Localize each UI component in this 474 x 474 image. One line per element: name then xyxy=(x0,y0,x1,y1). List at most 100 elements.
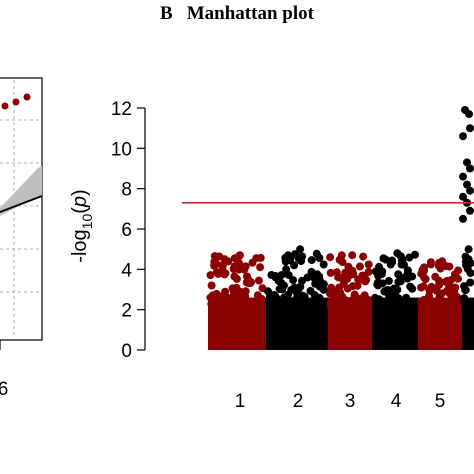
snp-point xyxy=(394,278,403,286)
left-point xyxy=(12,98,20,106)
snp-point xyxy=(364,295,372,304)
snp-point xyxy=(403,274,412,283)
snp-point xyxy=(218,265,227,274)
y-tick-label: 10 xyxy=(111,139,132,160)
chromosome-label: 4 xyxy=(391,391,402,412)
snp-point xyxy=(264,287,272,296)
snp-point xyxy=(338,295,347,304)
left-panel-frame xyxy=(0,77,43,341)
snp-point xyxy=(435,280,444,289)
y-tick-label: 8 xyxy=(121,180,132,201)
snp-point xyxy=(355,262,364,271)
y-tick-label: 0 xyxy=(121,341,132,362)
snp-point xyxy=(326,268,335,277)
chromosome-label: 1 xyxy=(235,391,246,412)
peak-point xyxy=(466,186,474,195)
snp-point xyxy=(253,291,262,300)
chromosome-4-points xyxy=(371,249,420,350)
snp-point xyxy=(221,287,230,296)
snp-point xyxy=(244,279,253,288)
snp-point xyxy=(359,271,368,280)
peak-point xyxy=(463,158,471,167)
y-tick-label: 6 xyxy=(121,220,132,241)
snp-point xyxy=(348,266,357,275)
snp-point xyxy=(382,299,391,308)
snp-point xyxy=(248,258,257,267)
snp-point xyxy=(443,300,452,309)
confidence-band xyxy=(0,166,42,216)
snp-point xyxy=(312,249,321,258)
snp-point xyxy=(381,255,390,264)
snp-point xyxy=(432,286,441,295)
snp-point xyxy=(421,275,430,284)
peak-point xyxy=(459,192,467,201)
peak-point xyxy=(459,132,467,141)
snp-point xyxy=(210,301,219,310)
chromosome-2-points xyxy=(264,245,328,350)
snp-point xyxy=(393,249,402,258)
snp-point xyxy=(466,269,474,278)
snp-point xyxy=(294,254,303,263)
snp-point xyxy=(326,253,335,262)
snp-point xyxy=(239,301,248,309)
chromosome-label: 2 xyxy=(293,391,304,412)
snp-point xyxy=(281,253,290,262)
snp-point xyxy=(248,300,257,309)
snp-point xyxy=(269,291,278,299)
snp-point xyxy=(443,276,452,285)
snp-point xyxy=(209,293,218,302)
snp-point xyxy=(240,265,249,274)
y-axis: 0 2 4 6 8 10 12 xyxy=(111,99,146,362)
left-point xyxy=(23,93,31,101)
snp-point xyxy=(404,301,413,310)
snp-point xyxy=(229,301,238,310)
peak-point xyxy=(466,164,474,173)
peak-points xyxy=(459,106,474,223)
snp-point xyxy=(337,251,346,260)
snp-point xyxy=(284,271,293,280)
snp-point xyxy=(348,296,357,304)
snp-point xyxy=(271,273,280,282)
snp-point xyxy=(394,301,403,310)
snp-point xyxy=(278,285,287,294)
snp-point xyxy=(467,301,474,310)
peak-point xyxy=(459,172,467,181)
snp-point xyxy=(315,276,324,284)
left-qq-panel: 6 xyxy=(0,77,43,400)
snp-point xyxy=(434,298,443,307)
snp-point xyxy=(235,251,244,260)
snp-point xyxy=(411,250,419,259)
snp-points xyxy=(206,106,474,350)
peak-point xyxy=(459,214,467,223)
snp-point xyxy=(210,252,219,261)
left-x-tick-label: 6 xyxy=(0,379,8,400)
y-tick-label: 2 xyxy=(121,301,132,322)
snp-point xyxy=(338,258,347,266)
snp-point xyxy=(206,271,215,280)
snp-point xyxy=(353,281,362,290)
snp-point xyxy=(431,272,440,281)
snp-point xyxy=(378,279,387,288)
snp-point xyxy=(451,283,460,292)
snp-point xyxy=(336,288,345,297)
snp-point xyxy=(207,281,216,290)
panel-letter: B xyxy=(160,3,173,24)
snp-point xyxy=(466,278,474,287)
snp-point xyxy=(326,301,335,310)
snp-point xyxy=(307,256,316,265)
chromosome-1-points xyxy=(206,251,267,350)
snp-point xyxy=(300,292,309,301)
snp-point xyxy=(371,293,379,302)
snp-point xyxy=(406,282,415,291)
snp-point xyxy=(234,291,243,299)
snp-point xyxy=(256,263,265,272)
snp-point xyxy=(364,260,373,269)
peak-point xyxy=(466,206,474,215)
left-point xyxy=(1,102,9,110)
peak-point xyxy=(463,180,471,189)
chromosome-3-points xyxy=(326,251,373,350)
snp-point xyxy=(303,273,312,282)
snp-point xyxy=(377,270,386,279)
snp-point xyxy=(450,270,459,279)
